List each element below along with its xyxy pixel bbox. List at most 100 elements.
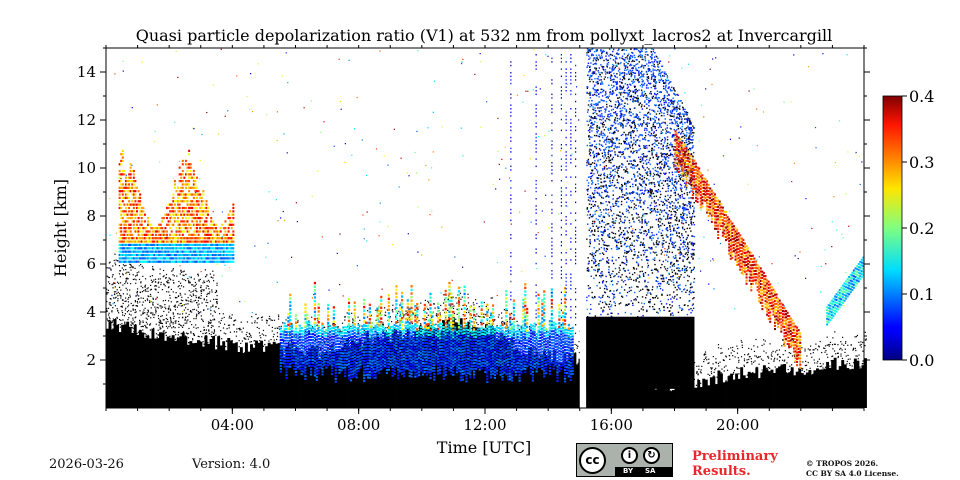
noise-speck	[644, 189, 647, 191]
noise-speck	[596, 155, 598, 157]
signal-speckle	[862, 341, 864, 344]
noise-speck	[604, 180, 607, 183]
noise-speck	[657, 223, 660, 226]
noise-speck	[646, 224, 648, 226]
noise-speck	[600, 119, 603, 121]
noise-speck	[658, 107, 661, 110]
noise-speck	[613, 296, 615, 298]
noise-speck	[621, 72, 624, 74]
noise-speck	[641, 104, 643, 106]
signal-column	[732, 379, 736, 408]
signal-speckle	[452, 307, 455, 310]
signal-speckle	[765, 367, 767, 369]
signal-speckle	[518, 341, 521, 343]
signal-speckle	[487, 309, 490, 311]
signal-column	[603, 372, 607, 408]
signal-speckle	[374, 326, 376, 328]
signal-speckle	[173, 317, 175, 319]
signal-speckle	[482, 316, 484, 318]
noise-speck	[642, 208, 644, 211]
signal-speckle	[159, 305, 161, 307]
noise-speck	[659, 300, 662, 303]
signal-speckle	[419, 325, 421, 327]
noise-speck	[599, 222, 601, 225]
signal-column	[861, 365, 865, 408]
signal-column	[815, 368, 819, 408]
noise-speck	[645, 213, 647, 215]
noise-speck	[625, 239, 627, 242]
noise-speck	[618, 48, 620, 51]
noise-speck	[648, 105, 650, 107]
noise-speck	[633, 54, 636, 57]
signal-column	[629, 384, 632, 408]
noise-speck	[650, 207, 653, 210]
noise-speck	[606, 51, 608, 54]
signal-speckle	[166, 281, 169, 283]
noise-speck	[641, 123, 644, 125]
signal-speckle	[246, 321, 249, 323]
signal-column	[565, 361, 569, 408]
signal-speckle	[718, 365, 720, 367]
noise-speck	[605, 146, 608, 149]
noise-speck	[649, 157, 651, 159]
signal-speckle	[818, 346, 820, 348]
noise-speck	[591, 183, 593, 185]
noise-speck	[602, 282, 604, 284]
noise-speck	[625, 110, 627, 112]
signal-speckle	[193, 285, 195, 287]
noise-speck	[621, 185, 624, 188]
noise-speck	[658, 97, 660, 99]
signal-speckle	[726, 369, 729, 371]
signal-speckle	[195, 296, 197, 299]
noise-speck	[640, 241, 642, 244]
noise-speck	[593, 156, 595, 159]
noise-speck	[621, 57, 623, 59]
noise-speck	[636, 150, 639, 152]
signal-speckle	[147, 290, 149, 292]
noise-speck	[587, 48, 590, 51]
signal-speckle	[227, 324, 230, 326]
noise-speck	[645, 183, 647, 185]
noise-speck	[621, 125, 623, 127]
noise-speck	[628, 219, 631, 222]
signal-speckle	[232, 324, 235, 326]
noise-speck	[605, 58, 608, 61]
noise-speck	[589, 57, 591, 59]
noise-column	[623, 316, 627, 389]
signal-column	[775, 368, 779, 408]
signal-speckle	[156, 306, 158, 309]
noise-speck	[589, 235, 591, 237]
signal-column	[214, 349, 218, 408]
signal-speckle	[737, 357, 739, 359]
noise-speck	[624, 69, 626, 71]
signal-speckle	[816, 349, 819, 351]
signal-speckle	[483, 313, 485, 315]
signal-speckle	[128, 271, 130, 273]
signal-speckle	[367, 310, 369, 312]
signal-speckle	[698, 365, 700, 367]
noise-speck	[631, 214, 633, 216]
signal-speckle	[139, 323, 141, 325]
signal-speckle	[148, 295, 150, 298]
noise-speck	[614, 170, 616, 173]
signal-speckle	[706, 359, 708, 361]
signal-speckle	[142, 275, 144, 277]
signal-speckle	[209, 319, 211, 321]
signal-column	[750, 372, 754, 408]
noise-speck	[616, 288, 619, 291]
signal-speckle	[119, 318, 121, 321]
signal-speckle	[461, 296, 463, 298]
signal-speckle	[198, 296, 200, 298]
noise-speck	[596, 56, 599, 58]
noise-speck	[627, 196, 629, 199]
noise-speck	[640, 106, 643, 108]
noise-speck	[607, 138, 610, 141]
noise-speck	[603, 151, 606, 154]
signal-speckle	[160, 321, 162, 323]
signal-speckle	[155, 288, 157, 290]
signal-speckle	[174, 304, 176, 306]
noise-speck	[641, 166, 644, 168]
signal-speckle	[770, 354, 773, 356]
noise-speck	[628, 245, 630, 248]
signal-column	[292, 348, 296, 408]
